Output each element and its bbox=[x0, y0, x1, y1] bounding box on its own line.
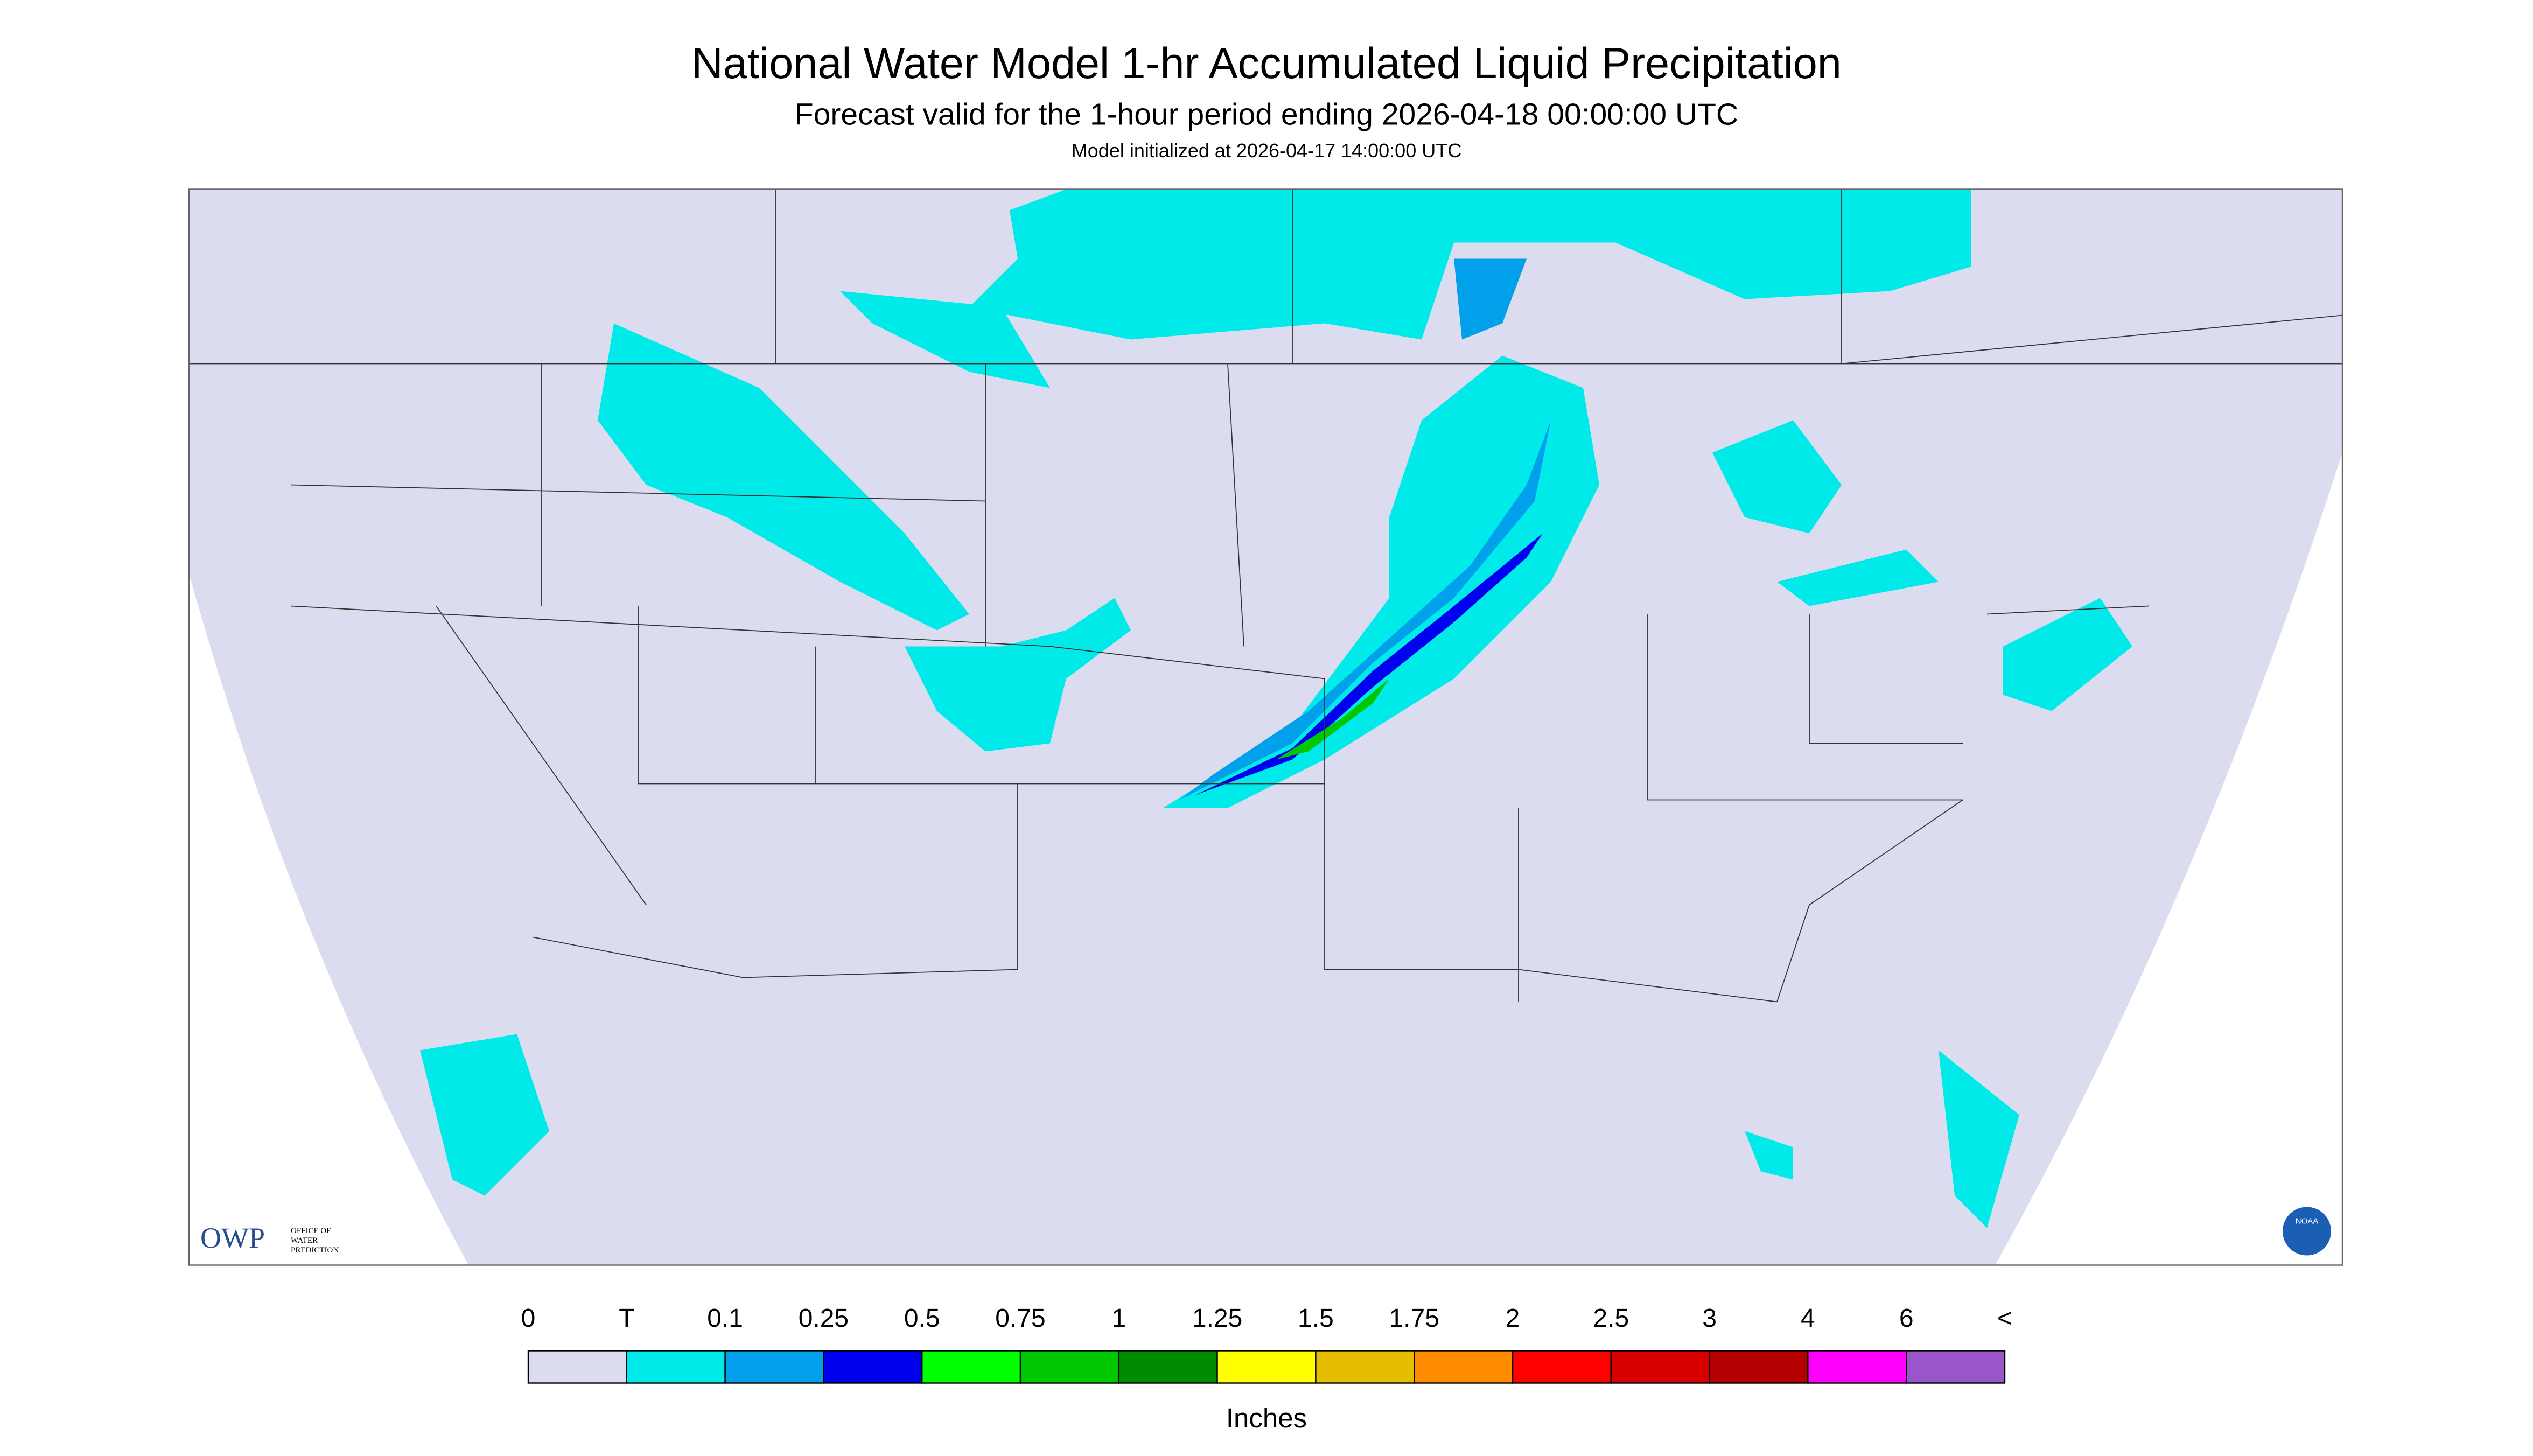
subtitle: Forecast valid for the 1-hour period end… bbox=[795, 97, 1738, 132]
owp-logo: OWP bbox=[200, 1222, 265, 1254]
legend-swatch bbox=[1216, 1350, 1317, 1384]
legend-label: 0.75 bbox=[995, 1304, 1045, 1333]
legend-label: 0.5 bbox=[904, 1304, 940, 1333]
map-frame bbox=[188, 188, 2343, 1266]
legend-swatch bbox=[1807, 1350, 1907, 1384]
legend-label: T bbox=[619, 1304, 634, 1333]
precip-area bbox=[905, 598, 1131, 752]
owp-office: OFFICE OF bbox=[291, 1227, 331, 1235]
init-line: Model initialized at 2026-04-17 14:00:00… bbox=[1072, 139, 1461, 162]
legend: 0 T 0.1 0.25 0.5 0.75 1 1.25 1.5 1.75 2 2.5 3 4 6 < bbox=[521, 1304, 2012, 1384]
precip-area bbox=[1777, 549, 1939, 606]
precip-area bbox=[1939, 1050, 2019, 1228]
legend-label: 0 bbox=[521, 1304, 536, 1333]
legend-swatch bbox=[626, 1350, 726, 1384]
state-borders bbox=[189, 189, 2343, 1003]
legend-swatch bbox=[1610, 1350, 1710, 1384]
precip-area bbox=[2003, 598, 2132, 711]
legend-swatch bbox=[527, 1350, 628, 1384]
precip-area bbox=[598, 323, 969, 631]
legend-label: 1.5 bbox=[1298, 1304, 1334, 1333]
precip-area bbox=[1712, 420, 1842, 534]
owp-office: PREDICTION bbox=[291, 1246, 339, 1255]
precip-area bbox=[969, 189, 1971, 340]
legend-swatch bbox=[1118, 1350, 1218, 1384]
legend-label: 6 bbox=[1899, 1304, 1914, 1333]
owp-office: WATER bbox=[291, 1236, 318, 1245]
legend-swatch bbox=[1709, 1350, 1809, 1384]
legend-swatch bbox=[1019, 1350, 1120, 1384]
legend-label: 0.1 bbox=[707, 1304, 743, 1333]
map-area: OWP OFFICE OF WATER PREDICTION NOAA bbox=[188, 188, 2343, 1266]
precip-area bbox=[1745, 1131, 1793, 1180]
legend-swatch bbox=[823, 1350, 923, 1384]
legend-label: 2 bbox=[1506, 1304, 1520, 1333]
legend-label: < bbox=[1997, 1304, 2012, 1333]
legend-label: 1 bbox=[1111, 1304, 1126, 1333]
noaa-logo bbox=[2283, 1207, 2331, 1256]
legend-swatch bbox=[1905, 1350, 2006, 1384]
legend-label: 4 bbox=[1801, 1304, 1815, 1333]
precip-light bbox=[420, 189, 2132, 1228]
precip-area bbox=[1163, 355, 1599, 808]
noaa-text: NOAA bbox=[2296, 1216, 2319, 1226]
legend-label: 3 bbox=[1702, 1304, 1717, 1333]
legend-units: Inches bbox=[1226, 1403, 1307, 1433]
precip-moderate bbox=[1454, 258, 1527, 340]
legend-swatch bbox=[1315, 1350, 1415, 1384]
legend-label: 2.5 bbox=[1593, 1304, 1629, 1333]
legend-label: 1.25 bbox=[1192, 1304, 1242, 1333]
legend-swatch bbox=[1414, 1350, 1514, 1384]
legend-swatch bbox=[1512, 1350, 1612, 1384]
legend-swatch bbox=[921, 1350, 1021, 1384]
precip-area bbox=[420, 1034, 549, 1196]
legend-swatch bbox=[724, 1350, 824, 1384]
title: National Water Model 1-hr Accumulated Li… bbox=[691, 39, 1842, 88]
legend-label: 0.25 bbox=[799, 1304, 849, 1333]
legend-label: 1.75 bbox=[1389, 1304, 1439, 1333]
